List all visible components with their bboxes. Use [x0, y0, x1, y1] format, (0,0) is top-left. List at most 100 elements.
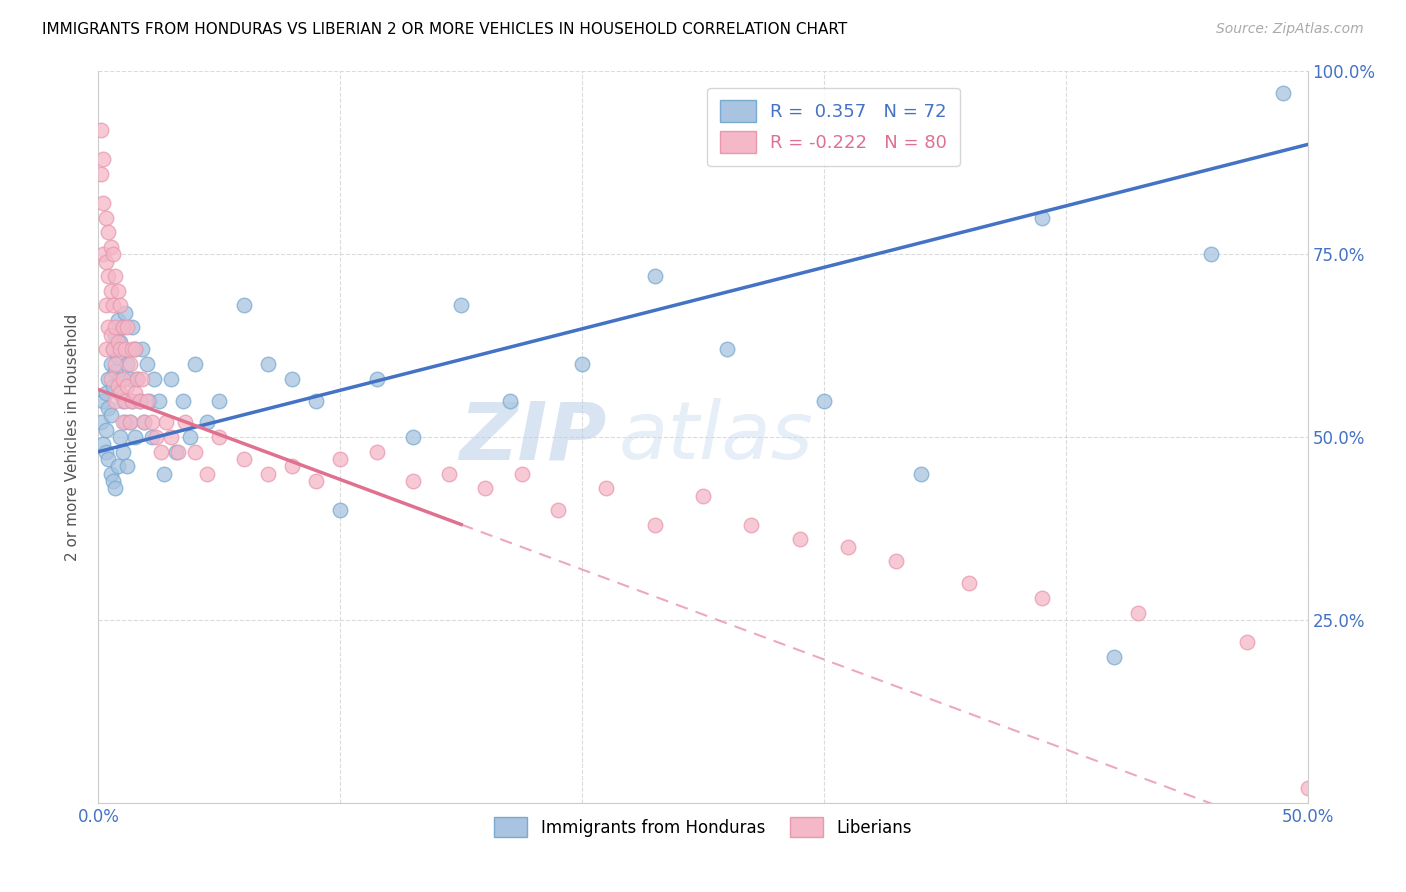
Point — [94, 444, 117, 458]
Y-axis label: 2 or more Vehicles in Household: 2 or more Vehicles in Household — [65, 313, 80, 561]
Point — [124, 386, 146, 401]
Point — [155, 416, 177, 430]
Text: atlas: atlas — [619, 398, 813, 476]
Point — [114, 306, 136, 320]
Point — [90, 123, 112, 137]
Point — [152, 467, 174, 481]
Point — [1031, 591, 1053, 605]
Point — [107, 334, 129, 349]
Point — [644, 517, 666, 532]
Point — [208, 393, 231, 408]
Point — [104, 320, 127, 334]
Point — [141, 430, 163, 444]
Point — [329, 452, 352, 467]
Point — [108, 298, 131, 312]
Point — [107, 284, 129, 298]
Point — [716, 343, 738, 357]
Point — [108, 386, 131, 401]
Point — [141, 416, 163, 430]
Point — [1199, 247, 1222, 261]
Point — [131, 343, 153, 357]
Point — [281, 459, 304, 474]
Point — [184, 444, 207, 458]
Legend: Immigrants from Honduras, Liberians: Immigrants from Honduras, Liberians — [485, 809, 921, 846]
Point — [910, 467, 932, 481]
Point — [100, 240, 122, 254]
Point — [101, 379, 124, 393]
Point — [128, 393, 150, 408]
Point — [104, 481, 127, 495]
Point — [100, 371, 122, 385]
Point — [118, 371, 141, 385]
Point — [91, 437, 114, 451]
Point — [232, 452, 254, 467]
Point — [184, 357, 207, 371]
Point — [91, 247, 114, 261]
Point — [117, 379, 139, 393]
Point — [104, 393, 127, 408]
Point — [305, 474, 328, 488]
Point — [97, 269, 120, 284]
Point — [107, 313, 129, 327]
Point — [118, 416, 141, 430]
Point — [134, 416, 156, 430]
Point — [1102, 649, 1125, 664]
Point — [114, 393, 136, 408]
Point — [100, 357, 122, 371]
Point — [101, 474, 124, 488]
Point — [100, 467, 122, 481]
Point — [121, 393, 143, 408]
Point — [107, 459, 129, 474]
Point — [172, 393, 194, 408]
Point — [1128, 606, 1150, 620]
Point — [118, 357, 141, 371]
Point — [111, 393, 134, 408]
Point — [107, 379, 129, 393]
Point — [148, 393, 170, 408]
Point — [143, 371, 166, 385]
Point — [94, 423, 117, 437]
Point — [127, 371, 149, 385]
Point — [150, 444, 173, 458]
Point — [104, 269, 127, 284]
Point — [789, 533, 811, 547]
Point — [174, 416, 197, 430]
Point — [101, 247, 124, 261]
Point — [134, 416, 156, 430]
Point — [111, 444, 134, 458]
Point — [547, 503, 569, 517]
Point — [111, 320, 134, 334]
Point — [813, 393, 835, 408]
Point — [402, 474, 425, 488]
Point — [101, 298, 124, 312]
Point — [167, 444, 190, 458]
Point — [474, 481, 496, 495]
Text: IMMIGRANTS FROM HONDURAS VS LIBERIAN 2 OR MORE VEHICLES IN HOUSEHOLD CORRELATION: IMMIGRANTS FROM HONDURAS VS LIBERIAN 2 O… — [42, 22, 848, 37]
Point — [165, 444, 187, 458]
Point — [127, 371, 149, 385]
Point — [90, 167, 112, 181]
Point — [117, 459, 139, 474]
Point — [437, 467, 460, 481]
Point — [117, 320, 139, 334]
Point — [131, 371, 153, 385]
Point — [100, 408, 122, 422]
Point — [118, 416, 141, 430]
Point — [107, 350, 129, 364]
Point — [121, 343, 143, 357]
Point — [108, 343, 131, 357]
Point — [97, 452, 120, 467]
Point — [124, 430, 146, 444]
Point — [740, 517, 762, 532]
Point — [111, 371, 134, 385]
Point — [208, 430, 231, 444]
Point — [121, 320, 143, 334]
Point — [195, 416, 218, 430]
Point — [104, 357, 127, 371]
Point — [366, 444, 388, 458]
Point — [1236, 635, 1258, 649]
Point — [510, 467, 533, 481]
Point — [111, 320, 134, 334]
Point — [498, 393, 520, 408]
Point — [450, 298, 472, 312]
